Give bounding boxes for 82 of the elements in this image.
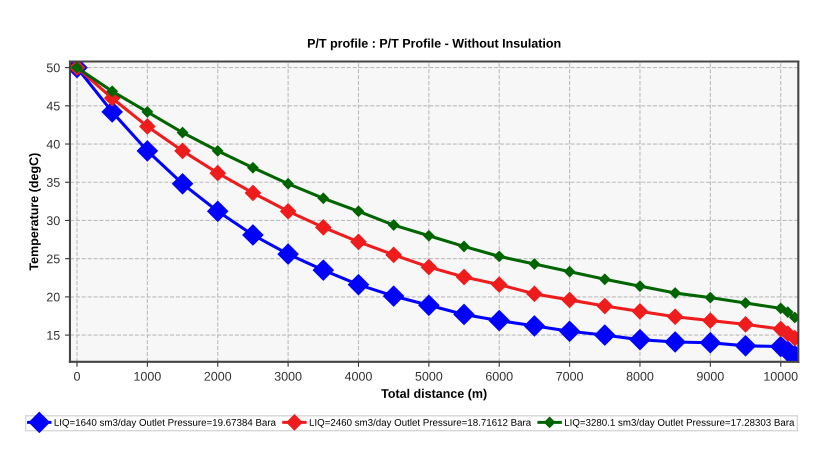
point [315, 219, 332, 236]
point [670, 287, 681, 299]
point [247, 162, 259, 174]
x-tick-label: 10000 [764, 372, 798, 381]
point [629, 329, 650, 350]
x-tick-label: 6000 [486, 372, 513, 381]
point [491, 276, 508, 293]
point [454, 304, 475, 325]
y-tick-label: 35 [46, 178, 60, 187]
point [312, 260, 334, 281]
point [564, 266, 576, 278]
legend-label: LIQ=2460 sm3/day Outlet Pressure=18.71612 Bara [310, 418, 532, 428]
point [456, 268, 472, 286]
point [282, 178, 294, 190]
point [775, 302, 786, 314]
point [348, 274, 369, 296]
x-tick-label: 8000 [626, 372, 654, 381]
chart-title: P/T profile : P/T Profile - Without Insulation [308, 38, 560, 50]
point [559, 320, 580, 342]
point [524, 315, 545, 336]
point [599, 274, 610, 285]
point [350, 234, 367, 250]
point [458, 240, 470, 252]
y-tick-label: 50 [46, 63, 60, 72]
point [596, 298, 613, 314]
point [418, 294, 440, 316]
point [526, 286, 542, 302]
point [212, 145, 224, 157]
y-tick-label: 40 [46, 140, 60, 149]
point [737, 316, 754, 332]
point [176, 126, 188, 138]
point [740, 297, 752, 309]
point [735, 335, 756, 356]
point [420, 259, 437, 276]
point [634, 280, 646, 292]
point [383, 286, 404, 307]
point [528, 258, 540, 270]
x-tick-label: 5000 [415, 372, 442, 381]
y-tick-label: 45 [46, 102, 60, 110]
point [244, 184, 261, 202]
point [423, 230, 434, 242]
y-tick-label: 25 [46, 254, 60, 264]
point [278, 244, 299, 265]
x-tick-label: 7000 [556, 372, 584, 381]
point [494, 250, 505, 262]
point [172, 173, 194, 194]
point [702, 312, 718, 329]
point [210, 165, 226, 182]
x-tick-label: 2000 [204, 372, 232, 381]
point [106, 86, 118, 97]
x-tick-label: 4000 [344, 372, 372, 381]
y-axis-title: Temperature (degC) [29, 153, 41, 270]
y-tick-label: 20 [46, 292, 60, 302]
x-axis-title: Total distance (m) [381, 388, 487, 400]
point [136, 140, 158, 162]
point [388, 219, 400, 231]
x-tick-label: 3000 [274, 372, 302, 381]
point [562, 292, 578, 308]
y-tick-label: 15 [47, 331, 60, 340]
point [594, 324, 616, 346]
point [174, 142, 191, 159]
point [352, 206, 364, 217]
point [632, 303, 648, 320]
x-tick-label: 1000 [134, 372, 161, 381]
point [280, 203, 296, 220]
point [664, 331, 686, 352]
point [207, 200, 228, 222]
point [704, 292, 716, 304]
legend-label: LIQ=3280.1 sm3/day Outlet Pressure=17.28303 Bara [564, 418, 794, 428]
point [386, 246, 402, 263]
y-tick-label: 30 [46, 216, 60, 226]
point [318, 192, 329, 204]
point [142, 106, 153, 118]
point [488, 310, 510, 332]
x-tick-label: 9000 [697, 372, 724, 381]
point [242, 224, 264, 246]
point [139, 118, 156, 135]
point [700, 332, 721, 354]
point [782, 306, 794, 318]
x-tick-label: 0 [74, 372, 80, 381]
point [667, 308, 684, 325]
legend-label: LIQ=1640 sm3/day Outlet Pressure=19.67384 Bara [54, 418, 276, 428]
